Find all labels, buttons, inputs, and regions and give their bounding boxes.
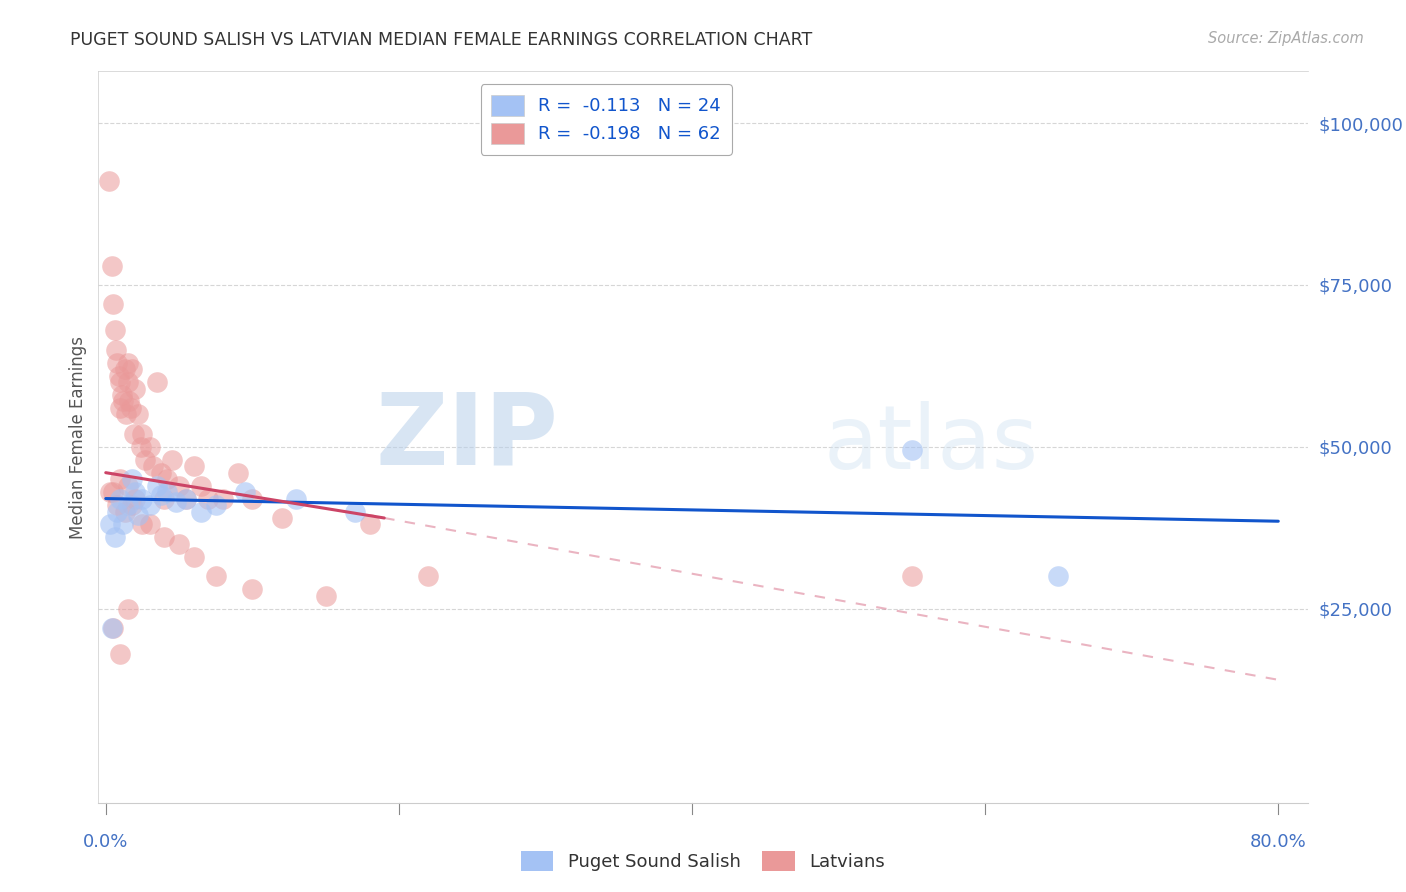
Point: [110, 472, 132, 486]
Point: [107, 504, 129, 518]
Point: [240, 582, 263, 597]
Point: [121, 362, 143, 376]
Point: [134, 452, 156, 467]
Point: [183, 549, 205, 564]
Point: [115, 408, 138, 422]
Point: [117, 478, 139, 492]
Point: [150, 488, 173, 502]
Point: [167, 478, 190, 492]
Point: [105, 343, 128, 357]
Point: [114, 362, 136, 376]
Point: [153, 491, 176, 506]
Point: [101, 297, 124, 311]
Point: [108, 368, 131, 383]
Text: atlas: atlas: [824, 401, 1039, 488]
Point: [111, 388, 134, 402]
Point: [118, 394, 141, 409]
Point: [315, 589, 337, 603]
Point: [138, 517, 160, 532]
Point: [127, 508, 149, 522]
Point: [270, 511, 292, 525]
Y-axis label: Median Female Earnings: Median Female Earnings: [69, 335, 87, 539]
Point: [212, 491, 235, 506]
Point: [285, 491, 308, 506]
Point: [176, 491, 198, 506]
Point: [343, 504, 366, 518]
Point: [146, 375, 169, 389]
Point: [103, 530, 125, 544]
Point: [107, 356, 129, 370]
Point: [117, 375, 139, 389]
Point: [204, 498, 226, 512]
Point: [138, 440, 160, 454]
Point: [98, 485, 121, 500]
Point: [121, 498, 143, 512]
Text: 0.0%: 0.0%: [83, 833, 128, 851]
Point: [204, 569, 226, 583]
Point: [131, 491, 153, 506]
Point: [226, 466, 249, 480]
Point: [101, 621, 124, 635]
Point: [901, 443, 924, 458]
Point: [146, 478, 169, 492]
Text: ZIP: ZIP: [375, 389, 558, 485]
Point: [100, 259, 122, 273]
Text: Source: ZipAtlas.com: Source: ZipAtlas.com: [1208, 31, 1364, 46]
Point: [98, 517, 121, 532]
Point: [131, 517, 153, 532]
Point: [190, 478, 212, 492]
Point: [110, 401, 132, 415]
Point: [110, 491, 132, 506]
Point: [97, 174, 120, 188]
Point: [190, 504, 212, 518]
Point: [127, 408, 149, 422]
Point: [183, 459, 205, 474]
Point: [124, 382, 146, 396]
Point: [1047, 569, 1070, 583]
Point: [110, 647, 132, 661]
Point: [197, 491, 219, 506]
Point: [120, 401, 142, 415]
Point: [156, 485, 179, 500]
Point: [110, 375, 132, 389]
Point: [176, 491, 198, 506]
Point: [100, 621, 122, 635]
Point: [142, 459, 165, 474]
Point: [122, 426, 145, 441]
Point: [107, 498, 129, 512]
Point: [418, 569, 440, 583]
Point: [150, 466, 173, 480]
Legend: Puget Sound Salish, Latvians: Puget Sound Salish, Latvians: [513, 844, 893, 879]
Point: [117, 601, 139, 615]
Point: [153, 530, 176, 544]
Point: [131, 426, 153, 441]
Point: [167, 537, 190, 551]
Point: [114, 504, 136, 518]
Point: [901, 569, 924, 583]
Text: 80.0%: 80.0%: [1250, 833, 1306, 851]
Point: [121, 472, 143, 486]
Point: [156, 472, 179, 486]
Point: [240, 491, 263, 506]
Point: [112, 517, 135, 532]
Point: [124, 485, 146, 500]
Point: [117, 498, 139, 512]
Point: [117, 356, 139, 370]
Point: [138, 498, 160, 512]
Point: [112, 394, 135, 409]
Point: [101, 485, 124, 500]
Point: [129, 440, 152, 454]
Point: [124, 491, 146, 506]
Point: [165, 495, 187, 509]
Point: [103, 323, 125, 337]
Text: PUGET SOUND SALISH VS LATVIAN MEDIAN FEMALE EARNINGS CORRELATION CHART: PUGET SOUND SALISH VS LATVIAN MEDIAN FEM…: [70, 31, 813, 49]
Point: [233, 485, 256, 500]
Point: [160, 452, 183, 467]
Legend: R =  -0.113   N = 24, R =  -0.198   N = 62: R = -0.113 N = 24, R = -0.198 N = 62: [481, 84, 733, 154]
Point: [359, 517, 381, 532]
